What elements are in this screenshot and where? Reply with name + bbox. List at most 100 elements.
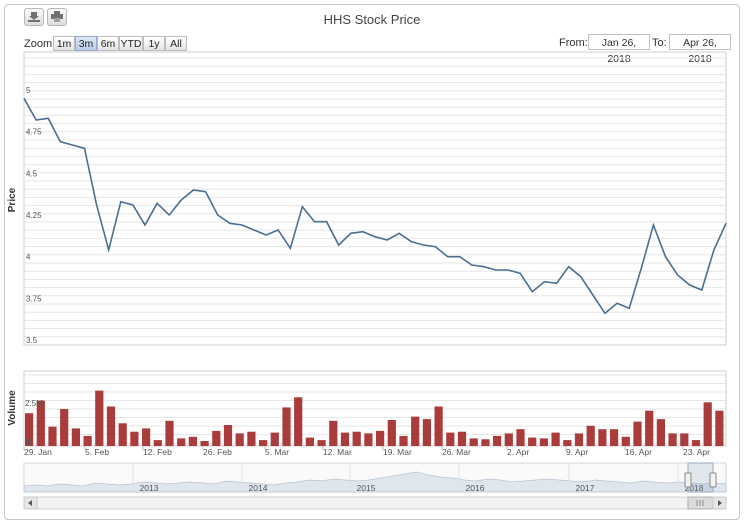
x-tick-label: 5. Feb	[85, 447, 109, 457]
download-button[interactable]	[24, 8, 44, 26]
price-tick-label: 4.75	[26, 128, 42, 137]
volume-bar	[469, 438, 478, 446]
scroll-right-icon	[718, 500, 722, 506]
volume-bar	[691, 440, 701, 446]
navigator-year-label: 2015	[357, 483, 376, 493]
volume-bar	[95, 390, 104, 446]
volume-bar	[610, 429, 619, 446]
volume-bar	[317, 440, 326, 446]
zoom-6m-button[interactable]: 6m	[97, 36, 119, 51]
print-button[interactable]	[47, 8, 67, 26]
zoom-label: Zoom	[24, 38, 53, 50]
x-tick-label: 29. Jan	[24, 447, 52, 457]
volume-bar	[165, 420, 174, 446]
volume-bar	[387, 420, 396, 446]
navigator-series	[23, 471, 727, 493]
volume-bar	[25, 413, 34, 446]
volume-bar	[656, 419, 665, 446]
volume-bar	[259, 440, 268, 446]
volume-bar	[493, 435, 502, 446]
zoom-all-button[interactable]: All	[165, 36, 187, 51]
to-label: To:	[652, 37, 667, 49]
navigator-handle[interactable]	[709, 472, 717, 488]
volume-bar	[106, 406, 116, 446]
volume-bar	[621, 436, 630, 446]
volume-bar	[703, 402, 712, 446]
navigator-handle[interactable]	[684, 472, 692, 488]
x-tick-label: 9. Apr	[566, 447, 588, 457]
volume-bar	[411, 416, 420, 446]
volume-tick-label: 2.5M	[25, 399, 43, 408]
navigator-year-label: 2017	[576, 483, 595, 493]
volume-bar	[645, 410, 654, 446]
volume-bar	[247, 431, 256, 446]
price-tick-label: 4	[26, 253, 31, 262]
volume-bar	[340, 432, 350, 446]
volume-pane-border	[23, 370, 727, 447]
volume-bar	[574, 433, 584, 446]
x-tick-label: 12. Mar	[323, 447, 352, 457]
chart-title: HHS Stock Price	[323, 12, 421, 27]
to-date-input[interactable]: Apr 26, 2018	[669, 34, 731, 65]
volume-bar	[188, 436, 197, 446]
x-tick-label: 2. Apr	[507, 447, 529, 457]
price-axis-title: Price	[7, 187, 18, 212]
zoom-1y-button[interactable]: 1y	[143, 36, 165, 51]
volume-bar	[142, 428, 151, 446]
price-series-line	[23, 97, 727, 315]
volume-bar	[305, 437, 314, 446]
volume-bar	[715, 410, 724, 446]
x-tick-label: 23. Apr	[683, 447, 710, 457]
volume-bar	[633, 421, 642, 446]
volume-bar	[270, 432, 279, 446]
from-label: From:	[559, 37, 588, 49]
zoom-ytd-button[interactable]: YTD	[119, 36, 143, 51]
volume-bar	[212, 430, 221, 446]
volume-bar	[668, 433, 677, 446]
x-tick-label: 12. Feb	[143, 447, 172, 457]
volume-axis-title: Volume	[7, 390, 18, 426]
volume-bar	[481, 439, 490, 446]
volume-bar	[422, 419, 431, 446]
volume-bar	[586, 425, 595, 446]
zoom-1m-button[interactable]: 1m	[53, 36, 75, 51]
volume-bar	[528, 437, 537, 446]
navigator-year-label: 2018	[685, 483, 704, 493]
volume-bar	[551, 432, 560, 446]
volume-bar	[598, 429, 607, 446]
price-pane-border	[23, 51, 727, 346]
volume-bar	[563, 440, 572, 446]
volume-tick-label: M	[25, 438, 32, 447]
volume-bar	[457, 431, 467, 446]
volume-bar	[364, 433, 373, 446]
volume-bar	[680, 433, 689, 446]
download-icon	[28, 12, 40, 22]
volume-bar	[118, 423, 127, 446]
price-tick-label: 5	[26, 86, 31, 95]
zoom-3m-button[interactable]: 3m	[75, 36, 97, 51]
volume-bar	[36, 400, 45, 446]
volume-bar	[200, 441, 209, 446]
volume-bar	[504, 433, 513, 446]
navigator-year-label: 2013	[140, 483, 159, 493]
volume-bar	[294, 397, 303, 446]
volume-bar	[376, 430, 385, 446]
from-date-input[interactable]: Jan 26, 2018	[588, 34, 650, 65]
price-tick-label: 3.5	[26, 336, 38, 345]
volume-bar	[329, 420, 338, 446]
price-tick-label: 4.5	[26, 169, 38, 178]
scrollbar-track	[23, 496, 727, 510]
x-tick-label: 26. Feb	[203, 447, 232, 457]
volume-bar	[130, 431, 139, 446]
volume-bar	[60, 409, 69, 446]
volume-bar	[83, 435, 92, 446]
volume-bar	[516, 429, 525, 446]
print-icon	[51, 11, 63, 22]
x-tick-label: 19. Mar	[383, 447, 412, 457]
navigator-year-label: 2014	[249, 483, 268, 493]
volume-bar	[48, 426, 57, 446]
volume-bar	[434, 406, 443, 446]
volume-bar	[539, 438, 548, 446]
price-tick-label: 3.75	[26, 294, 42, 303]
volume-bar	[399, 435, 408, 446]
